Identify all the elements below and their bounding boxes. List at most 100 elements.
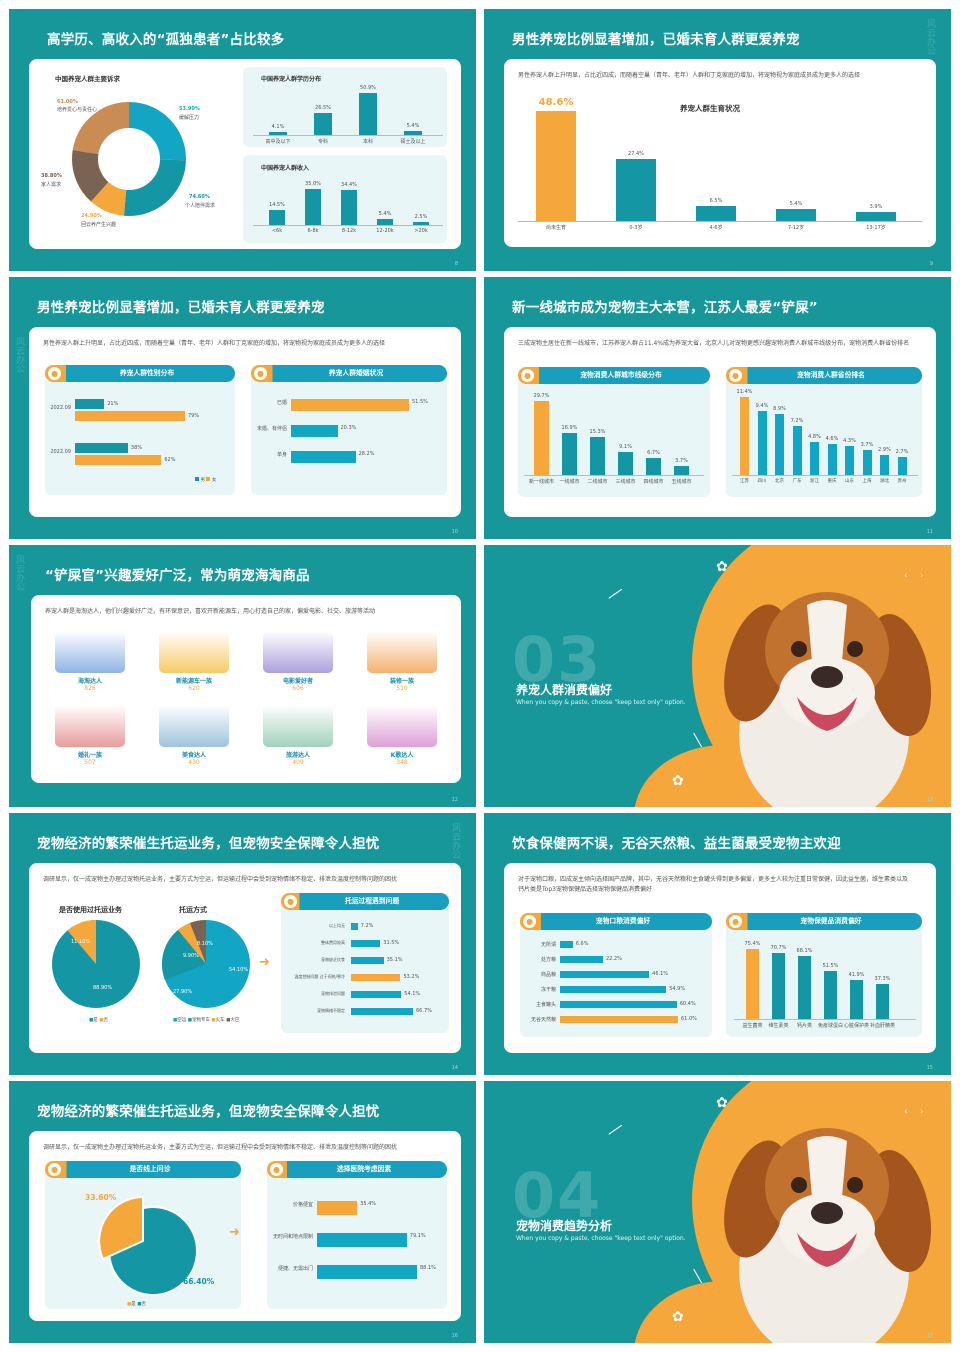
paw-icon: ● (523, 915, 536, 928)
tab-health: ● 宠物保健品消费偏好 (726, 913, 922, 930)
chevron-right-icon[interactable]: › (920, 1107, 924, 1117)
value-label: 4.8% (808, 434, 821, 441)
category-label: 温度控制问题 过于闷热/寒冷 (294, 974, 345, 979)
bar (314, 113, 332, 135)
axis-line (253, 225, 443, 226)
hobby-name: 旅游达人 (285, 752, 310, 759)
hobby-count: 606 (292, 685, 304, 692)
hobby-item: 旅游达人 409 (253, 705, 343, 766)
bar (291, 451, 356, 463)
axis-line (734, 1019, 916, 1020)
bar (534, 401, 549, 475)
category-label: 本科 (362, 139, 373, 145)
bar (792, 425, 802, 475)
bar (880, 455, 889, 475)
tab-gender: ● 养宠人群性别分布 (45, 365, 235, 382)
value-label: 14.5% (269, 202, 285, 209)
value-label: 28.2% (358, 451, 375, 457)
value-label: 27.4% (628, 150, 644, 157)
bar (845, 445, 854, 475)
page-number: 13 (926, 797, 933, 803)
category-label: 江苏 (740, 479, 749, 484)
content-card: 调研显示，仅一成宠物主办理过宠物托运业务，主要方式为空运，但运输过程中会受到宠物… (29, 1131, 461, 1321)
bar (560, 986, 667, 993)
online-pct: 66.40% (183, 1277, 215, 1286)
value-label: 46.1% (652, 971, 669, 977)
slide-title: 男性养宠比例显著增加，已婚未育人群更爱养宠 (37, 300, 325, 316)
value-label: 2.9% (878, 447, 891, 454)
category-label: 2022.09 (50, 405, 71, 411)
value-label: 48.6% (538, 97, 574, 108)
value-label: 53.2% (403, 974, 420, 980)
category-label: 北京 (775, 479, 784, 484)
category-label: 无所谓 (540, 942, 556, 948)
bar (560, 956, 603, 963)
donut-pct: 61.00% (57, 99, 78, 105)
online-panel: ● 是否线上问诊 33.60% 66.40% ■是 ■否 (45, 1161, 241, 1309)
hobby-count: 348 (396, 759, 408, 766)
hobby-item: 婚礼一族 507 (45, 705, 135, 766)
chevron-left-icon[interactable]: ‹ (904, 571, 908, 581)
province-panel: ● 宠物消费人群省份排名 11.4% 江苏 9.4% 四川 8.9% 北京 7.2% 广东 4.8… (726, 367, 922, 497)
pie-panel: 是否使用过托运业务 托运方式 11.10% 88.90% 54.10% 27.9… (43, 893, 257, 1033)
pie1-legend: ■是 ■否 (89, 1018, 108, 1023)
value-label: 61.0% (681, 1016, 697, 1022)
value-label: 9.4% (755, 402, 769, 409)
bar (696, 206, 736, 221)
category-label: 便捷、无需出门 (277, 1266, 313, 1272)
bar (775, 414, 784, 475)
hobby-illustration (159, 705, 229, 747)
bar (351, 940, 381, 947)
donut-pct: 38.80% (41, 173, 62, 179)
value-label: 88.1% (420, 1265, 436, 1271)
axis-line (732, 475, 918, 476)
tab-province: ● 宠物消费人群省份排名 (726, 367, 922, 384)
slide-14: 风云办公 宠物经济的繁荣催生托运业务，但宠物安全保障令人担忧 调研显示，仅一成宠… (9, 813, 476, 1075)
category-label: 冻干粮 (540, 987, 556, 993)
category-label: 专科 (317, 139, 328, 145)
pie2-legend: ■空运 ■宠物专车 ■火车 ■大巴 (173, 1018, 240, 1023)
category-label: 宠物排泄问题 (321, 991, 345, 996)
value-label: 41.9% (848, 972, 865, 979)
axis-line (524, 475, 704, 476)
factors-panel: ● 选择医院考虑因素 价格便宜 35.4% 无时间和地点限制 79.1% 便捷、无需出门 8… (267, 1161, 447, 1309)
value-label: 5.4% (789, 200, 803, 207)
bar (746, 949, 759, 1019)
category-label: 商品粮 (540, 972, 556, 978)
bar (404, 130, 422, 135)
category-label: 一线城市 (559, 479, 580, 485)
slide-8: 高学历、高收入的“孤独患者”占比较多 中国养宠人群主要诉求 53.90% 缓解压… (9, 9, 476, 271)
donut-chart (72, 102, 186, 216)
axis-line (253, 135, 443, 136)
chevron-right-icon[interactable]: › (920, 571, 924, 581)
category-label: 未婚、有伴侣 (256, 426, 287, 432)
intro-text: 调研显示，仅一成宠物主办理过宠物托运业务，主要方式为空运，但运输过程中会受到宠物… (43, 876, 398, 883)
category-label: 12-20k (376, 228, 394, 234)
value-label: 60.4% (679, 1001, 696, 1007)
category-label: 无时间和地点限制 (272, 1234, 313, 1240)
hobby-illustration (55, 631, 125, 673)
value-label: 31.5% (383, 940, 400, 946)
value-label: 50.9% (360, 85, 376, 91)
value-label: 16.9% (561, 424, 578, 431)
donut-seg-love (72, 102, 186, 216)
online-pct: 33.60% (85, 1193, 117, 1202)
slide-title: 宠物经济的繁荣催生托运业务，但宠物安全保障令人担忧 (37, 836, 380, 852)
page-number: 15 (926, 1065, 933, 1071)
content-card: 养宠人群是海淘达人，他们兴趣爱好广泛，有环保意识，喜欢开新能源车，用心打造自己的… (31, 595, 461, 783)
section-title: 宠物消费趋势分析 (516, 1219, 613, 1233)
edu-title: 中国养宠人群学历分布 (261, 76, 322, 83)
city-panel: ● 宠物消费人群城市线级分布 29.7% 新一线城市 16.9% 一线城市 15.3% 二线… (518, 367, 710, 497)
hobby-count: 620 (188, 685, 200, 692)
value-label: 7.2% (360, 923, 374, 929)
category-label: 以上均无 (329, 923, 345, 928)
chevron-left-icon[interactable]: ‹ (904, 1107, 908, 1117)
paw-icon: ✿ (672, 1309, 684, 1325)
bar (740, 397, 749, 475)
category-label: 6-8k (307, 228, 319, 234)
axis-line (518, 221, 922, 222)
category-label: 维生素类 (768, 1023, 789, 1029)
hobby-item: 美食达人 430 (149, 705, 239, 766)
category-label: 13-17岁 (866, 225, 886, 231)
legend: 男 女 (195, 477, 216, 483)
